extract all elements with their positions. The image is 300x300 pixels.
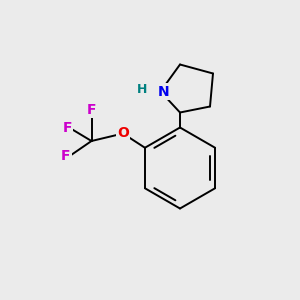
Text: F: F bbox=[87, 103, 96, 116]
Text: O: O bbox=[117, 127, 129, 140]
Text: F: F bbox=[61, 149, 71, 163]
Text: F: F bbox=[63, 121, 72, 134]
Text: N: N bbox=[158, 85, 169, 98]
Text: H: H bbox=[137, 82, 148, 96]
